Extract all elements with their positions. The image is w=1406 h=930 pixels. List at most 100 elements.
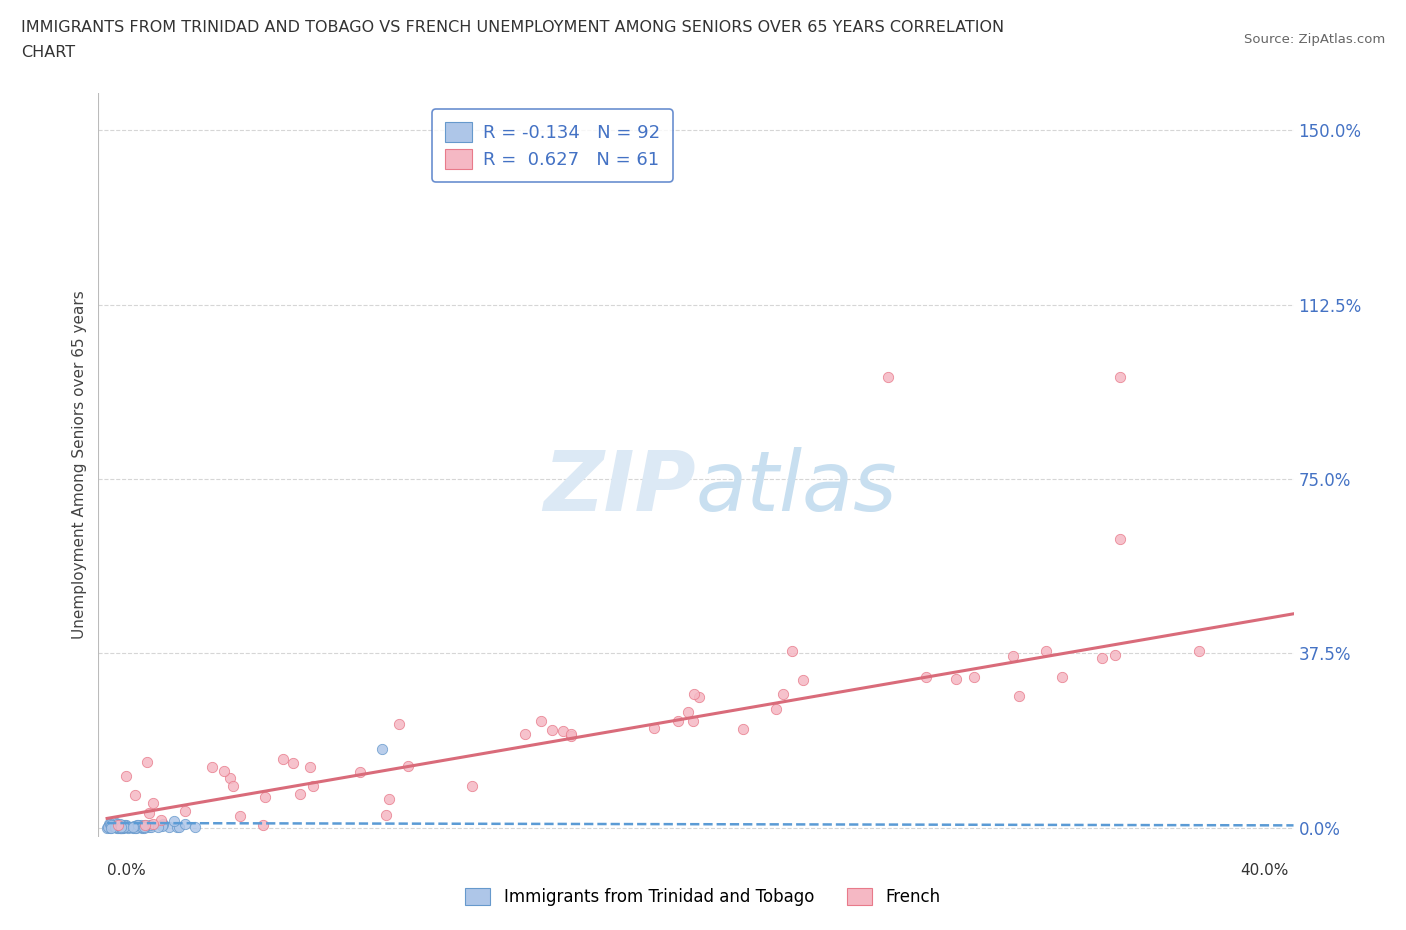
Point xyxy=(111,817,134,832)
Legend: R = -0.134   N = 92, R =  0.627   N = 61: R = -0.134 N = 92, R = 0.627 N = 61 xyxy=(433,110,672,181)
Point xyxy=(461,778,484,793)
Point xyxy=(142,817,165,831)
Point xyxy=(100,817,122,832)
Point xyxy=(107,819,129,834)
Text: atlas: atlas xyxy=(696,446,897,528)
Y-axis label: Unemployment Among Seniors over 65 years: Unemployment Among Seniors over 65 years xyxy=(72,291,87,640)
Point xyxy=(104,819,127,834)
Point xyxy=(108,820,131,835)
Point xyxy=(108,820,131,835)
Text: ZIP: ZIP xyxy=(543,446,696,528)
Point xyxy=(124,820,146,835)
Point xyxy=(112,820,135,835)
Point xyxy=(139,817,162,832)
Point xyxy=(166,819,188,834)
Point xyxy=(134,819,156,834)
Point xyxy=(682,713,704,728)
Text: 40.0%: 40.0% xyxy=(1240,863,1289,878)
Point xyxy=(214,764,236,778)
Point xyxy=(772,686,794,701)
Point xyxy=(100,818,122,833)
Point xyxy=(111,820,134,835)
Point xyxy=(1109,532,1132,547)
Point xyxy=(388,716,411,731)
Point xyxy=(124,788,146,803)
Point xyxy=(107,819,129,834)
Point xyxy=(110,818,132,833)
Point xyxy=(152,817,174,831)
Point xyxy=(97,819,120,834)
Point xyxy=(131,820,153,835)
Point xyxy=(134,817,156,832)
Point xyxy=(103,820,125,835)
Point xyxy=(112,818,135,833)
Point xyxy=(765,702,787,717)
Point xyxy=(122,818,145,833)
Point xyxy=(110,820,132,835)
Point xyxy=(108,817,131,831)
Point xyxy=(111,819,134,834)
Point xyxy=(114,818,136,833)
Point xyxy=(122,819,145,834)
Point xyxy=(643,721,665,736)
Point xyxy=(111,820,134,835)
Point xyxy=(101,819,124,834)
Point xyxy=(254,790,277,804)
Text: Source: ZipAtlas.com: Source: ZipAtlas.com xyxy=(1244,33,1385,46)
Point xyxy=(252,818,274,833)
Point xyxy=(103,819,125,834)
Point xyxy=(110,817,132,832)
Point xyxy=(129,818,152,833)
Point xyxy=(298,759,321,774)
Point xyxy=(1109,369,1132,384)
Point xyxy=(136,754,159,769)
Point xyxy=(229,808,252,823)
Point xyxy=(132,820,155,835)
Point xyxy=(138,819,160,834)
Point xyxy=(138,805,160,820)
Point xyxy=(112,819,135,834)
Point xyxy=(117,820,139,835)
Point xyxy=(915,669,938,684)
Point xyxy=(96,820,118,835)
Point xyxy=(104,815,127,830)
Point xyxy=(98,817,121,831)
Point xyxy=(301,779,323,794)
Point xyxy=(173,817,195,831)
Point xyxy=(134,818,156,833)
Point xyxy=(219,770,242,785)
Point xyxy=(688,689,710,704)
Point xyxy=(122,819,145,834)
Point xyxy=(184,819,207,834)
Point xyxy=(290,786,312,801)
Point xyxy=(396,758,419,773)
Point xyxy=(97,820,120,835)
Point xyxy=(792,672,814,687)
Point xyxy=(107,818,129,833)
Point xyxy=(733,722,755,737)
Point xyxy=(201,760,224,775)
Point xyxy=(142,795,165,810)
Point xyxy=(97,817,120,831)
Point xyxy=(107,820,129,835)
Point xyxy=(1104,647,1126,662)
Point xyxy=(560,728,582,743)
Point xyxy=(125,820,148,835)
Point xyxy=(683,686,706,701)
Point xyxy=(105,820,128,835)
Point xyxy=(104,820,127,835)
Point xyxy=(222,778,245,793)
Point xyxy=(152,817,174,832)
Point xyxy=(111,820,134,835)
Legend: Immigrants from Trinidad and Tobago, French: Immigrants from Trinidad and Tobago, Fre… xyxy=(458,881,948,912)
Point xyxy=(110,817,132,832)
Point xyxy=(125,817,148,832)
Point xyxy=(112,820,135,835)
Point xyxy=(127,817,149,832)
Point xyxy=(877,369,900,384)
Point xyxy=(104,820,127,835)
Point xyxy=(780,644,803,658)
Point xyxy=(110,819,132,834)
Point xyxy=(378,791,401,806)
Point xyxy=(157,819,180,834)
